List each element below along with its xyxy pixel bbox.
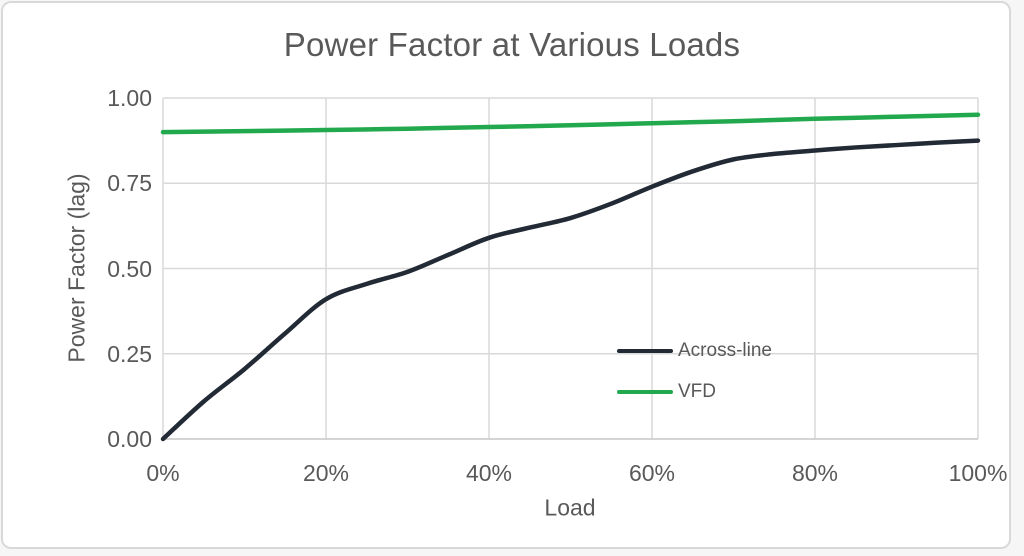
x-tick-label: 100% [948, 460, 1008, 486]
legend-item: VFD [617, 371, 772, 412]
series-across-line-line [160, 138, 981, 442]
legend-item: Across-line [617, 330, 772, 371]
series-vfd-line [160, 112, 981, 135]
legend-label: VFD [678, 380, 716, 402]
x-tick-label: 0% [146, 460, 180, 486]
y-tick-label: 0.75 [107, 170, 152, 197]
y-tick-label: 0.00 [107, 426, 152, 452]
y-axis-title: Power Factor (lag) [63, 173, 90, 363]
legend: Across-line VFD [617, 330, 772, 412]
chart-frame [1, 1, 1011, 549]
x-tick-label: 80% [791, 460, 839, 486]
plot-canvas [160, 97, 981, 442]
y-tick-label: 1.00 [107, 85, 152, 111]
legend-label: Across-line [678, 339, 772, 361]
x-tick-label: 60% [628, 460, 676, 486]
chart-title: Power Factor at Various Loads [283, 26, 741, 63]
x-tick-label: 40% [465, 460, 513, 486]
across-line-legend-swatch [617, 348, 673, 353]
y-tick-label: 0.25 [107, 340, 152, 367]
vfd-legend-swatch [617, 389, 673, 394]
y-tick-label: 0.50 [107, 255, 152, 282]
x-axis-title: Load [544, 494, 596, 521]
x-tick-label: 20% [302, 460, 350, 486]
